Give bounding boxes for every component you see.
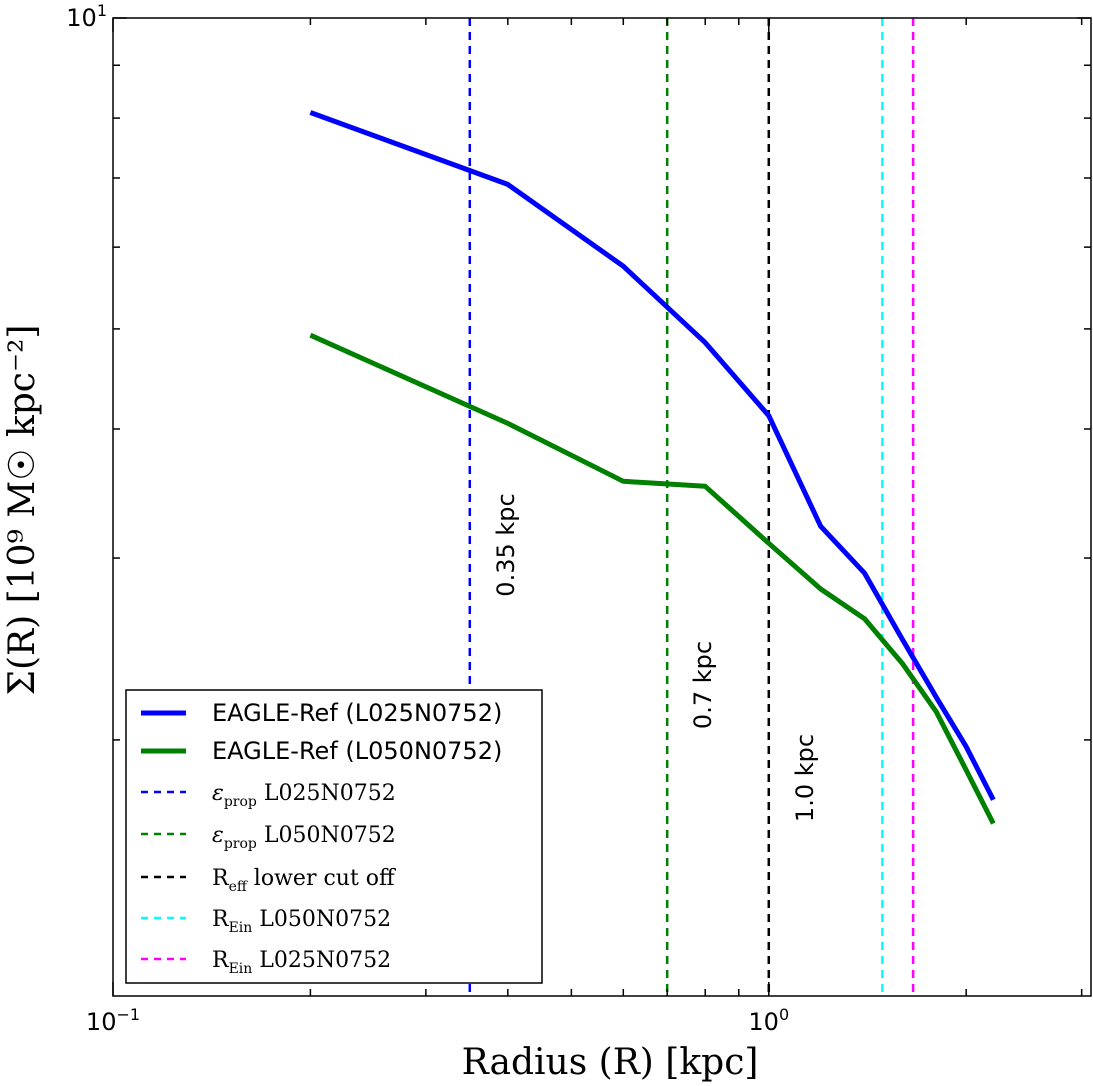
legend-box <box>125 689 543 984</box>
legend-label-4: Reff lower cut off <box>212 866 396 895</box>
data-series <box>309 110 996 825</box>
y-axis-title: Σ(R) [10⁹ M☉ kpc⁻²] <box>2 325 43 696</box>
vertical-line-labels: 0.35 kpc 0.7 kpc 1.0 kpc <box>492 493 819 822</box>
legend-label-6: REin L025N0752 <box>212 948 391 977</box>
vline-label-0: 0.35 kpc <box>492 493 520 596</box>
legend-label-1: EAGLE-Ref (L050N0752) <box>212 737 502 765</box>
legend: EAGLE-Ref (L025N0752) EAGLE-Ref (L050N075… <box>125 689 543 984</box>
legend-label-0: EAGLE-Ref (L025N0752) <box>212 699 502 727</box>
legend-label-2: εprop L025N0752 <box>212 781 396 810</box>
series-line-0 <box>309 110 996 801</box>
plot-frame <box>112 17 1092 997</box>
vline-label-1: 0.7 kpc <box>689 641 717 729</box>
x-tick-label-1: 100 <box>748 1005 789 1036</box>
legend-label-5: REin L050N0752 <box>212 907 391 936</box>
x-axis-title: Radius (R) [kpc] <box>462 1042 759 1083</box>
y-tick-label-0: 101 <box>66 1 107 32</box>
legend-label-3: εprop L050N0752 <box>212 823 396 852</box>
tick-labels: 10−1 100 101 <box>66 1 789 1036</box>
series-line-1 <box>309 332 996 825</box>
x-tick-label-0: 10−1 <box>86 1005 140 1036</box>
vline-label-2: 1.0 kpc <box>791 734 819 822</box>
